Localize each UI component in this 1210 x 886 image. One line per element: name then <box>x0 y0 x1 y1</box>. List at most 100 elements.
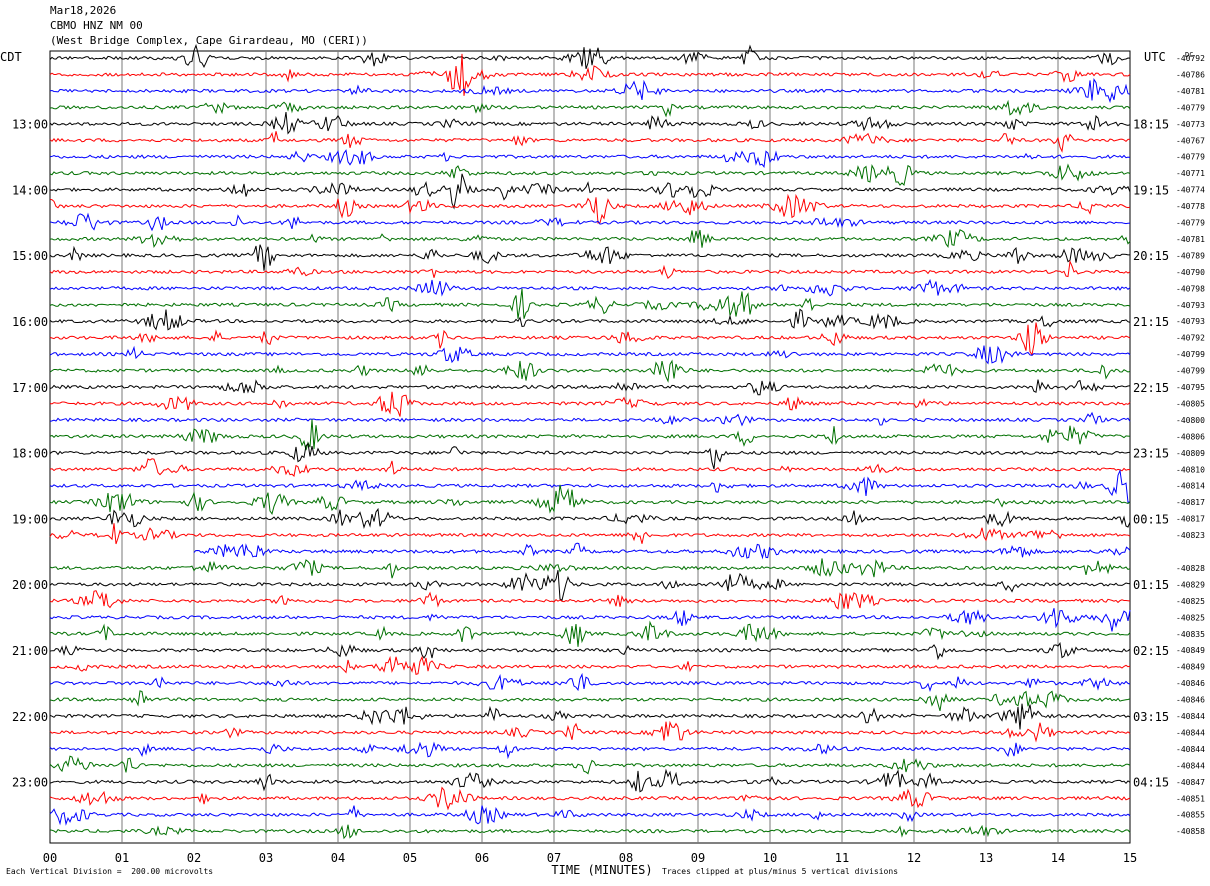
trace-line <box>49 259 1131 280</box>
trace-line <box>49 569 1131 602</box>
trace-line <box>49 212 1131 232</box>
dc-offset-label: -40823 <box>1176 531 1205 540</box>
trace-line <box>49 768 1131 793</box>
utc-hour-label: 19:15 <box>1133 183 1169 197</box>
dc-offset-label: -40825 <box>1176 597 1205 606</box>
trace-line <box>49 229 1131 249</box>
utc-hour-label: 01:15 <box>1133 578 1169 592</box>
x-tick-label: 05 <box>403 851 417 865</box>
dc-offset-label: -40847 <box>1176 778 1205 787</box>
dc-offset-label: -40810 <box>1176 465 1205 474</box>
dc-offset-label: -40778 <box>1176 202 1205 211</box>
cdt-hour-label: 15:00 <box>12 249 48 263</box>
dc-offset-label: -40855 <box>1176 811 1205 820</box>
trace-line <box>49 805 1131 826</box>
dc-offset-label: -40846 <box>1176 679 1205 688</box>
dc-offset-label: -40779 <box>1176 219 1205 228</box>
trace-line <box>49 442 1131 470</box>
x-tick-label: 13 <box>979 851 993 865</box>
trace-line <box>49 278 1131 297</box>
dc-offset-label: -40835 <box>1176 630 1205 639</box>
trace-line <box>49 112 1131 135</box>
dc-offset-label: -40792 <box>1176 334 1205 343</box>
trace-line <box>49 558 1131 579</box>
dc-offset-label: -40849 <box>1176 646 1205 655</box>
trace-line <box>49 379 1131 396</box>
x-tick-label: 14 <box>1051 851 1065 865</box>
x-tick-label: 09 <box>691 851 705 865</box>
utc-hour-label: 23:15 <box>1133 447 1169 461</box>
dc-offset-label: -40814 <box>1176 482 1205 491</box>
dc-label: DC <box>1185 51 1193 59</box>
dc-offset-label: -40800 <box>1176 416 1205 425</box>
cdt-hour-label: 20:00 <box>12 578 48 592</box>
cdt-hour-label: 22:00 <box>12 710 48 724</box>
dc-offset-label: -40774 <box>1176 186 1205 195</box>
dc-offset-label: -40767 <box>1176 136 1205 145</box>
dc-offset-label: -40844 <box>1176 728 1205 737</box>
dc-offset-label: -40781 <box>1176 87 1205 96</box>
trace-line <box>49 193 1131 224</box>
trace-line <box>49 741 1131 760</box>
header-location: (West Bridge Complex, Cape Girardeau, MO… <box>50 34 368 47</box>
dc-offset-label: -40809 <box>1176 449 1205 458</box>
trace-line <box>49 824 1131 840</box>
trace-line <box>49 322 1131 357</box>
trace-line <box>49 523 1131 545</box>
x-tick-label: 01 <box>115 851 129 865</box>
utc-hour-label: 00:15 <box>1133 512 1169 526</box>
dc-offset-label: -40798 <box>1176 284 1205 293</box>
dc-offset-label: -40795 <box>1176 383 1205 392</box>
trace-line <box>49 655 1131 675</box>
dc-offset-label: -40773 <box>1176 120 1205 129</box>
utc-hour-label: 22:15 <box>1133 381 1169 395</box>
trace-line <box>49 308 1131 331</box>
trace-line <box>49 391 1131 417</box>
dc-offset-label: -40786 <box>1176 70 1205 79</box>
trace-line <box>49 78 1131 104</box>
dc-offset-label: -40846 <box>1176 696 1205 705</box>
trace-line <box>49 43 1131 69</box>
dc-offset-label: -40779 <box>1176 153 1205 162</box>
dc-offset-label: -40799 <box>1176 350 1205 359</box>
dc-offset-label: -40779 <box>1176 103 1205 112</box>
trace-line <box>49 672 1131 693</box>
trace-line <box>49 163 1131 187</box>
right-axis-label: UTC <box>1144 50 1166 64</box>
trace-line <box>193 542 1131 560</box>
x-tick-label: 11 <box>835 851 849 865</box>
header-date: Mar18,2026 <box>50 4 117 17</box>
x-tick-label: 06 <box>475 851 489 865</box>
plot-frame <box>49 50 1131 844</box>
dc-offset-label: -40849 <box>1176 663 1205 672</box>
trace-line <box>49 244 1130 271</box>
utc-hour-label: 18:15 <box>1133 118 1169 132</box>
trace-line <box>49 608 1131 632</box>
dc-offset-label: -40817 <box>1176 498 1205 507</box>
cdt-hour-label: 17:00 <box>12 381 48 395</box>
dc-offset-label: -40792 <box>1176 54 1205 63</box>
dc-offset-label: -40806 <box>1176 432 1205 441</box>
trace-line <box>49 703 1131 730</box>
dc-offset-label: -40844 <box>1176 712 1205 721</box>
trace-line <box>49 149 1131 169</box>
trace-line <box>49 468 1131 503</box>
dc-offset-label: -40781 <box>1176 235 1205 244</box>
dc-offset-label: -40793 <box>1176 317 1205 326</box>
trace-line <box>49 755 1131 775</box>
x-axis-label: TIME (MINUTES) <box>551 863 652 877</box>
clip-note: Traces clipped at plus/minus 5 vertical … <box>662 867 899 876</box>
trace-line <box>49 345 1131 365</box>
utc-hour-label: 04:15 <box>1133 776 1169 790</box>
trace-line <box>49 173 1131 210</box>
trace-line <box>49 131 1131 153</box>
x-tick-label: 02 <box>187 851 201 865</box>
cdt-hour-label: 13:00 <box>12 118 48 132</box>
trace-line <box>49 359 1131 383</box>
dc-offset-label: -40799 <box>1176 367 1205 376</box>
dc-offset-label: -40789 <box>1176 251 1205 260</box>
x-tick-label: 03 <box>259 851 273 865</box>
dc-offset-label: -40793 <box>1176 301 1205 310</box>
cdt-hour-label: 23:00 <box>12 776 48 790</box>
dc-offset-label: -40825 <box>1176 613 1205 622</box>
